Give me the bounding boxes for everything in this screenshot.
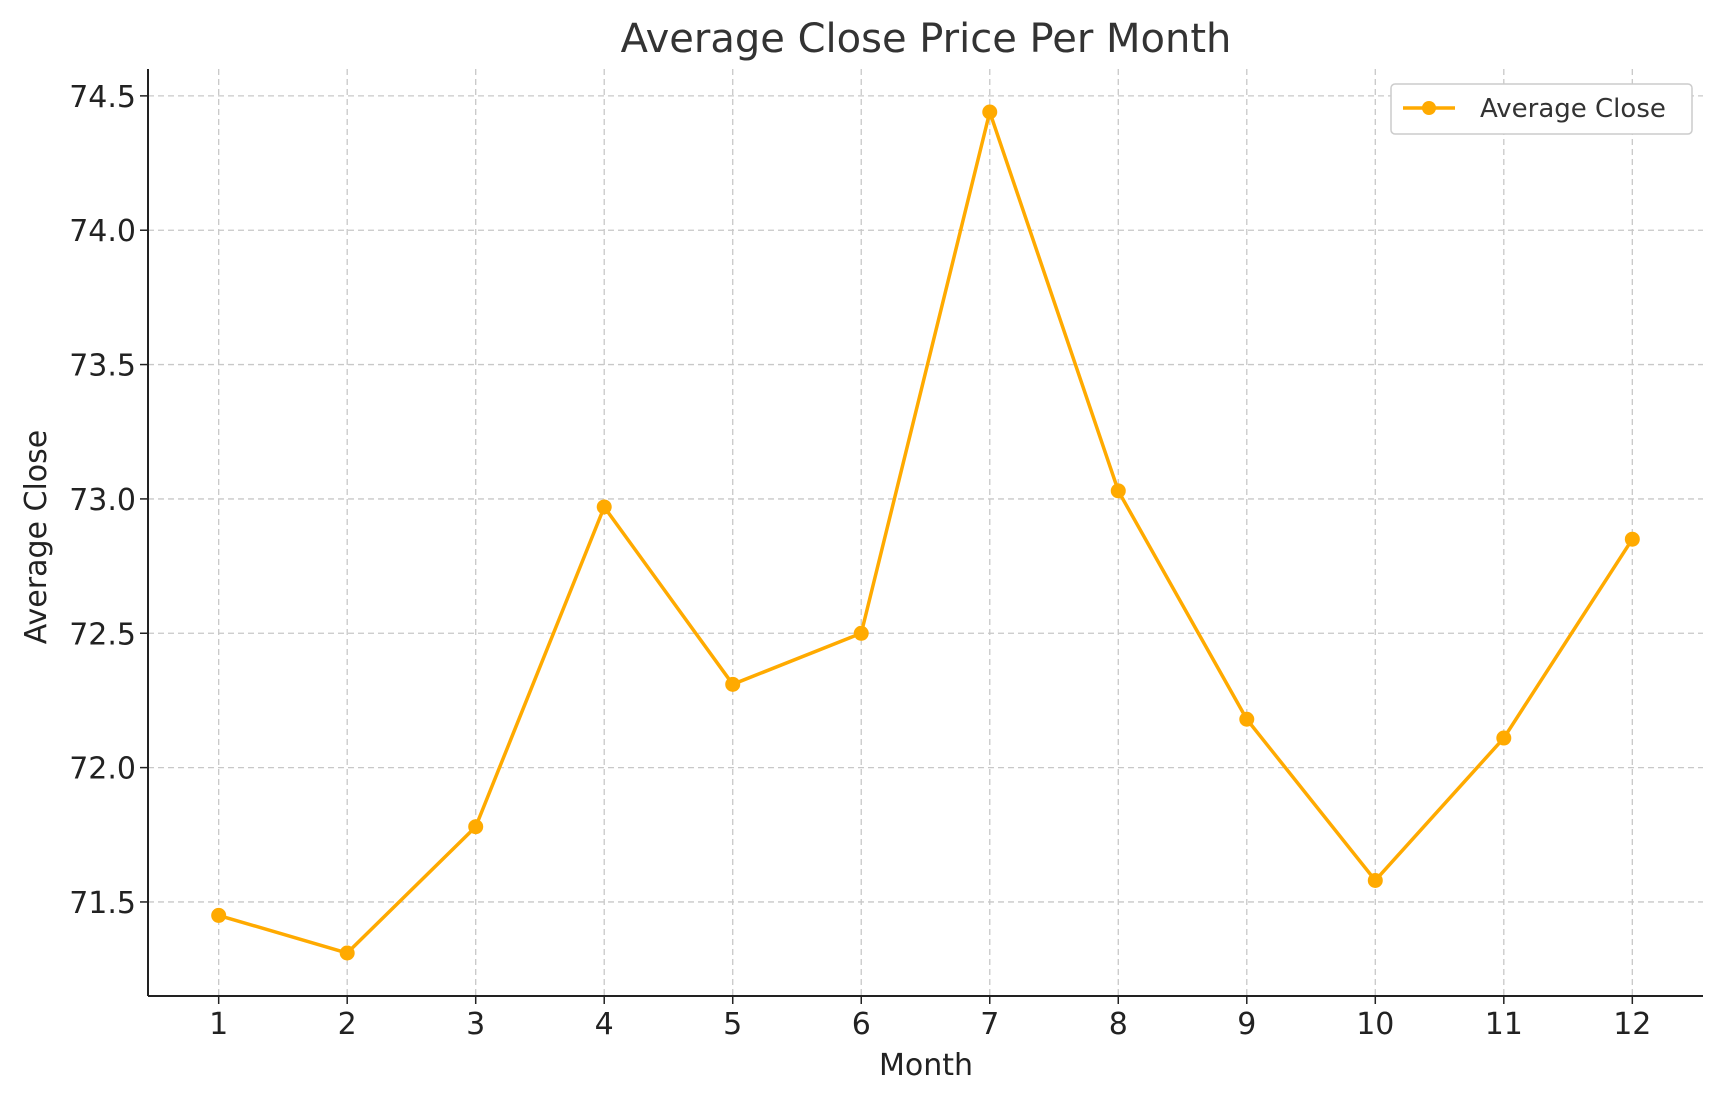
y-tick-label: 72.5 <box>69 617 136 652</box>
legend-box <box>1390 83 1693 135</box>
x-tick-label: 7 <box>980 1007 999 1042</box>
legend: Average Close <box>1390 83 1693 135</box>
y-tick-label: 74.0 <box>69 214 136 249</box>
data-point <box>853 625 869 641</box>
chart-title: Average Close Price Per Month <box>621 16 1232 62</box>
x-axis-ticks: 1 2 3 4 5 6 7 8 9 10 11 12 <box>209 996 1651 1042</box>
x-tick-label: 11 <box>1485 1007 1523 1042</box>
data-point <box>1367 872 1383 888</box>
series-layer <box>211 104 1640 961</box>
x-tick-label: 5 <box>723 1007 742 1042</box>
data-point <box>725 676 741 692</box>
data-point <box>596 499 612 515</box>
data-point <box>468 819 484 835</box>
x-tick-label: 1 <box>209 1007 228 1042</box>
x-tick-label: 2 <box>338 1007 357 1042</box>
x-axis-label: Month <box>879 1048 973 1083</box>
data-point <box>211 907 227 923</box>
grid-lines <box>148 69 1703 996</box>
y-axis-ticks: 71.5 72.0 72.5 73.0 73.5 74.0 74.5 <box>69 80 148 921</box>
data-point <box>1496 730 1512 746</box>
data-point <box>1239 711 1255 727</box>
x-tick-label: 6 <box>852 1007 871 1042</box>
x-tick-label: 3 <box>466 1007 485 1042</box>
y-tick-label: 72.0 <box>69 752 136 787</box>
legend-label: Average Close <box>1480 94 1666 124</box>
y-tick-label: 73.0 <box>69 483 136 518</box>
legend-marker-swatch <box>1422 101 1436 115</box>
y-tick-label: 73.5 <box>69 349 136 384</box>
data-point <box>982 104 998 120</box>
y-tick-label: 71.5 <box>69 886 136 921</box>
data-point <box>339 945 355 961</box>
x-tick-label: 10 <box>1356 1007 1394 1042</box>
y-tick-label: 74.5 <box>69 80 136 115</box>
x-tick-label: 9 <box>1237 1007 1256 1042</box>
data-point <box>1624 531 1640 547</box>
y-axis-label: Average Close <box>19 430 54 644</box>
axes <box>147 69 1703 997</box>
series-line <box>218 110 1634 955</box>
x-tick-label: 12 <box>1613 1007 1651 1042</box>
x-tick-label: 8 <box>1109 1007 1128 1042</box>
data-point <box>1110 483 1126 499</box>
x-tick-label: 4 <box>595 1007 614 1042</box>
